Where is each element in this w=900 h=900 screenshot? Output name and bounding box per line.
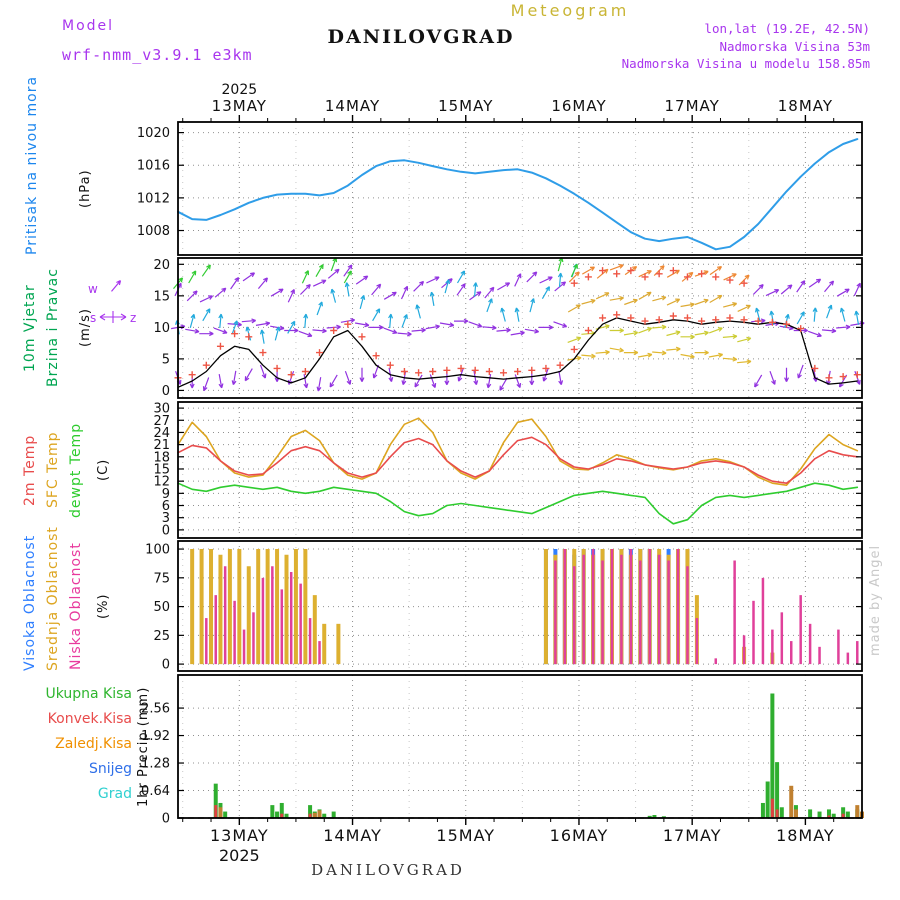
svg-text:3: 3 — [162, 511, 170, 526]
station-lonlat: lon,lat (19.2E, 42.5N) — [704, 21, 870, 36]
ylabel-pressure: Pritisak na nivou mora — [24, 75, 40, 255]
ylabel-cloud-mid: Srednja Oblacnost — [45, 526, 61, 671]
svg-text:21: 21 — [153, 438, 170, 453]
ylabel-temp-2m: 2m Temp — [22, 434, 38, 506]
svg-text:16MAY: 16MAY — [550, 826, 609, 845]
svg-text:6: 6 — [162, 499, 170, 514]
svg-text:15: 15 — [153, 289, 170, 304]
svg-text:15MAY: 15MAY — [436, 826, 495, 845]
ylabel-pressure-unit: (hPa) — [78, 169, 93, 208]
svg-text:17MAY: 17MAY — [663, 826, 722, 845]
model-elevation: Nadmorska Visina u modelu 158.85m — [621, 56, 870, 71]
svg-text:0: 0 — [162, 658, 170, 673]
svg-text:24: 24 — [153, 426, 170, 441]
svg-text:25: 25 — [153, 629, 170, 644]
model-name: wrf-nmm_v3.9.1 e3km — [62, 46, 253, 64]
svg-text:20: 20 — [153, 258, 170, 273]
station-elevation: Nadmorska Visina 53m — [719, 38, 870, 54]
svg-text:1008: 1008 — [137, 224, 170, 239]
ylabel-wind-1: 10m Vjetar — [22, 284, 38, 372]
svg-text:15: 15 — [153, 462, 170, 477]
footer-station: DANILOVGRAD — [311, 861, 465, 879]
svg-text:16MAY: 16MAY — [551, 97, 606, 115]
ylabel-temp-sfc: SFC Temp — [45, 431, 61, 509]
svg-text:50: 50 — [153, 600, 170, 615]
svg-text:1012: 1012 — [137, 191, 170, 206]
svg-text:13MAY: 13MAY — [212, 97, 267, 115]
svg-text:18MAY: 18MAY — [776, 826, 835, 845]
svg-text:27: 27 — [153, 414, 170, 429]
ylabel-cloud-high: Visoka Oblacnost — [22, 534, 38, 671]
ylabel-precip-total: Ukupna Kisa — [45, 686, 132, 702]
svg-text:17MAY: 17MAY — [665, 97, 720, 115]
svg-text:0: 0 — [162, 523, 170, 538]
svg-text:0: 0 — [162, 384, 170, 399]
svg-text:1020: 1020 — [137, 126, 170, 141]
ylabel-temp-unit: (C) — [96, 458, 111, 482]
svg-text:75: 75 — [153, 571, 170, 586]
ylabel-temp-dewpt: dewpt Temp — [68, 422, 84, 518]
svg-text:10: 10 — [153, 321, 170, 336]
ylabel-cloud-low: Niska Oblacnost — [68, 542, 84, 670]
svg-text:z: z — [130, 311, 136, 325]
station-info: lon,lat (19.2E, 42.5N) Nadmorska Visina … — [622, 20, 870, 73]
svg-text:12: 12 — [153, 475, 170, 490]
ylabel-precip-freezing: Zaledj.Kisa — [55, 736, 132, 752]
ylabel-cloud-unit: (%) — [96, 593, 111, 619]
svg-text:100: 100 — [145, 543, 170, 558]
ylabel-precip-convective: Konvek.Kisa — [47, 711, 132, 727]
page-title: Meteogram — [510, 1, 630, 20]
svg-text:15MAY: 15MAY — [438, 97, 493, 115]
svg-text:1016: 1016 — [137, 159, 170, 174]
svg-text:0: 0 — [162, 812, 170, 827]
svg-text:30: 30 — [153, 402, 170, 417]
watermark: made by Angel — [868, 544, 883, 656]
ylabel-precip-hail: Grad — [97, 786, 132, 802]
svg-text:14MAY: 14MAY — [325, 97, 380, 115]
ylabel-precip-unit: 1hr Precip (mm) — [136, 686, 151, 807]
station-title: DANILOVGRAD — [327, 26, 515, 48]
ylabel-wind-unit: (m/s) — [78, 308, 93, 348]
ylabel-precip-snow: Snijeg — [88, 761, 132, 777]
model-label: Model — [62, 18, 115, 34]
svg-text:14MAY: 14MAY — [323, 826, 382, 845]
svg-text:18: 18 — [153, 450, 170, 465]
ylabel-wind-2: Brzina i Pravac — [45, 268, 61, 388]
svg-text:9: 9 — [162, 487, 170, 502]
svg-text:18MAY: 18MAY — [778, 97, 833, 115]
svg-text:2025: 2025 — [222, 82, 258, 98]
svg-text:5: 5 — [162, 352, 170, 367]
svg-text:13MAY: 13MAY — [210, 826, 269, 845]
